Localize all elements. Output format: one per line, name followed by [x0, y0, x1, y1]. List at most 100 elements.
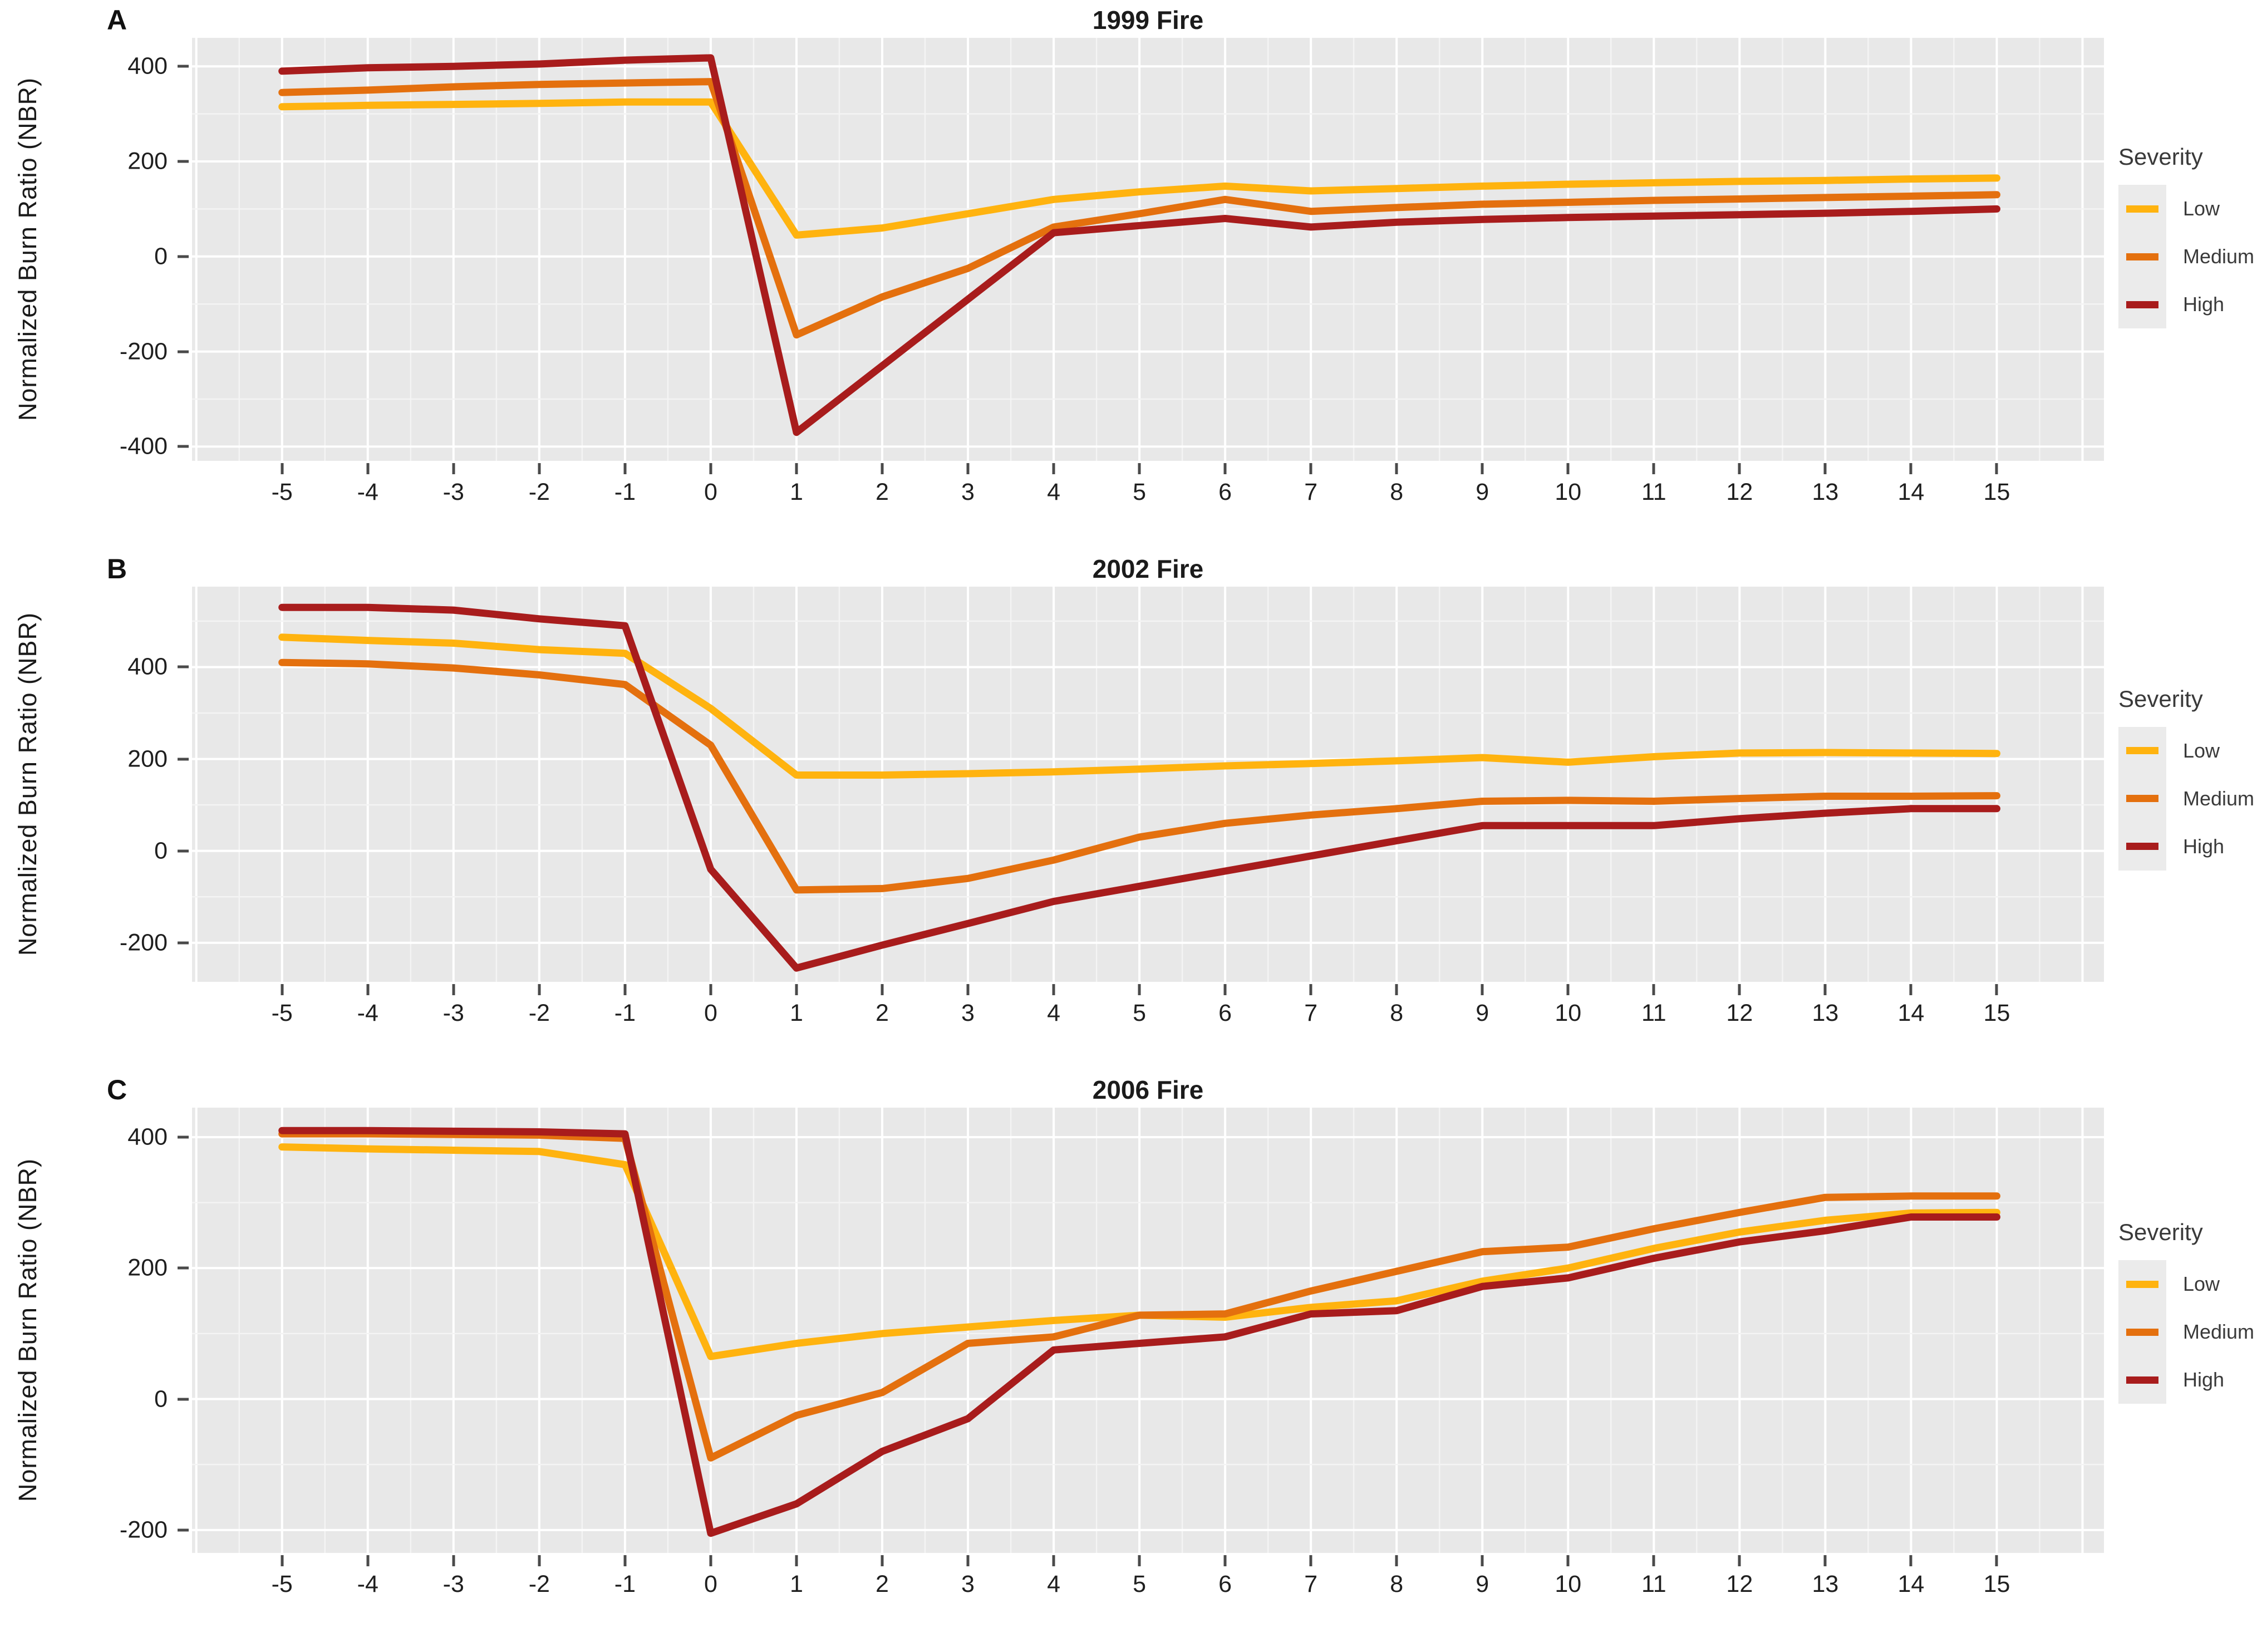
y-tick-label: 400 [127, 1123, 168, 1150]
x-tick-label: 10 [1555, 479, 1582, 505]
panel-letter: A [107, 4, 127, 36]
x-tick-label: -1 [614, 1571, 636, 1597]
legend-key-box [2118, 1356, 2166, 1404]
y-tick-label: 400 [127, 653, 168, 680]
series-line-medium [278, 1130, 2000, 1462]
x-tick-mark [1481, 1555, 1484, 1566]
y-tick-mark [178, 849, 189, 853]
legend-label: Medium [2183, 1320, 2255, 1343]
line-chart [192, 587, 2104, 982]
x-tick-label: 15 [1983, 1000, 2010, 1026]
x-tick-mark [881, 463, 884, 474]
y-axis-ticks: 400 200 0 -200 -400 [56, 38, 192, 461]
legend-label: Low [2183, 1272, 2220, 1295]
legend-title: Severity [2118, 685, 2203, 712]
x-tick-mark [1395, 1555, 1398, 1566]
x-tick-mark [1738, 1555, 1741, 1566]
legend-line-swatch [2126, 747, 2158, 754]
x-tick-mark [1652, 984, 1655, 995]
y-tick-mark [178, 160, 189, 163]
y-tick-label: 400 [127, 52, 168, 80]
x-tick-label: 15 [1983, 479, 2010, 505]
x-tick-mark [1481, 463, 1484, 474]
y-tick-label: 0 [154, 243, 168, 270]
x-tick-label: 14 [1897, 1571, 1925, 1597]
line-chart [192, 1108, 2104, 1553]
x-tick-mark [452, 984, 455, 995]
x-tick-label: 13 [1812, 1000, 1839, 1026]
legend: Severity Low Medium High [2118, 144, 2254, 328]
y-tick-mark [178, 1398, 189, 1401]
x-tick-label: 9 [1476, 1000, 1489, 1026]
x-tick-label: 3 [961, 479, 975, 505]
x-axis-ticks: -5 -4 -3 -2 -1 0 1 2 3 4 5 6 7 8 9 10 11 12 13 14 15 [192, 1553, 2104, 1600]
y-tick-label: 200 [127, 745, 168, 773]
x-tick-label: 9 [1476, 1571, 1489, 1597]
plot-area [192, 1108, 2104, 1553]
x-tick-mark [538, 984, 541, 995]
x-tick-label: -4 [357, 1571, 378, 1597]
x-tick-label: -5 [271, 1571, 293, 1597]
legend-key-box [2118, 233, 2166, 281]
x-tick-mark [623, 984, 627, 995]
figure: A 1999 Fire Normalized Burn Ratio (NBR) … [13, 4, 2254, 1600]
legend-label: Medium [2183, 245, 2255, 268]
x-tick-label: 2 [876, 479, 889, 505]
y-tick-mark [178, 445, 189, 448]
x-tick-mark [366, 984, 370, 995]
legend-key-box [2118, 1260, 2166, 1308]
x-tick-label: -3 [442, 479, 464, 505]
x-tick-label: 7 [1304, 1571, 1318, 1597]
y-tick-label: -200 [119, 929, 168, 956]
x-tick-label: -4 [357, 479, 378, 505]
x-tick-mark [1566, 463, 1570, 474]
x-tick-label: 0 [704, 479, 717, 505]
x-tick-mark [366, 1555, 370, 1566]
x-tick-label: 6 [1218, 1000, 1232, 1026]
x-tick-mark [1309, 1555, 1312, 1566]
legend-line-swatch [2126, 301, 2158, 308]
x-tick-mark [1223, 984, 1227, 995]
legend-line-swatch [2126, 1280, 2158, 1288]
x-tick-mark [1909, 463, 1912, 474]
legend-label: Low [2183, 739, 2220, 762]
x-tick-label: 10 [1555, 1571, 1582, 1597]
x-tick-mark [1823, 984, 1827, 995]
x-tick-mark [538, 463, 541, 474]
y-axis-title: Normalized Burn Ratio (NBR) [13, 1158, 42, 1502]
legend-line-swatch [2126, 205, 2158, 213]
legend-label: High [2183, 834, 2225, 858]
x-tick-label: 3 [961, 1000, 975, 1026]
x-tick-mark [1395, 463, 1398, 474]
x-tick-label: 5 [1133, 1000, 1147, 1026]
x-tick-mark [1652, 463, 1655, 474]
x-tick-mark [281, 463, 284, 474]
x-tick-mark [1481, 984, 1484, 995]
x-tick-mark [1395, 984, 1398, 995]
legend-item-medium: Medium [2118, 1308, 2254, 1356]
y-axis-ticks: 400 200 0 -200 [56, 587, 192, 982]
x-tick-mark [1995, 1555, 1998, 1566]
legend: Severity Low Medium High [2118, 686, 2254, 871]
x-tick-mark [452, 1555, 455, 1566]
y-tick-label: -400 [119, 432, 168, 460]
legend-item-medium: Medium [2118, 774, 2254, 823]
legend-key-box [2118, 1308, 2166, 1356]
legend-item-low: Low [2118, 1260, 2254, 1308]
x-tick-label: 14 [1897, 1000, 1925, 1026]
x-tick-label: 12 [1726, 1571, 1753, 1597]
plot-area [192, 587, 2104, 982]
x-tick-label: 11 [1641, 479, 1666, 505]
x-tick-label: 2 [876, 1000, 889, 1026]
x-tick-label: -5 [271, 479, 293, 505]
x-tick-mark [1052, 984, 1055, 995]
series-line-high [278, 1127, 2000, 1537]
x-tick-label: 11 [1641, 1000, 1666, 1026]
x-tick-mark [1138, 1555, 1141, 1566]
legend-label: Low [2183, 197, 2220, 220]
legend: Severity Low Medium High [2118, 1219, 2254, 1404]
x-axis-ticks: -5 -4 -3 -2 -1 0 1 2 3 4 5 6 7 8 9 10 11 12 13 14 15 [192, 982, 2104, 1029]
x-tick-mark [1738, 463, 1741, 474]
x-tick-mark [366, 463, 370, 474]
x-tick-label: 11 [1641, 1571, 1666, 1597]
